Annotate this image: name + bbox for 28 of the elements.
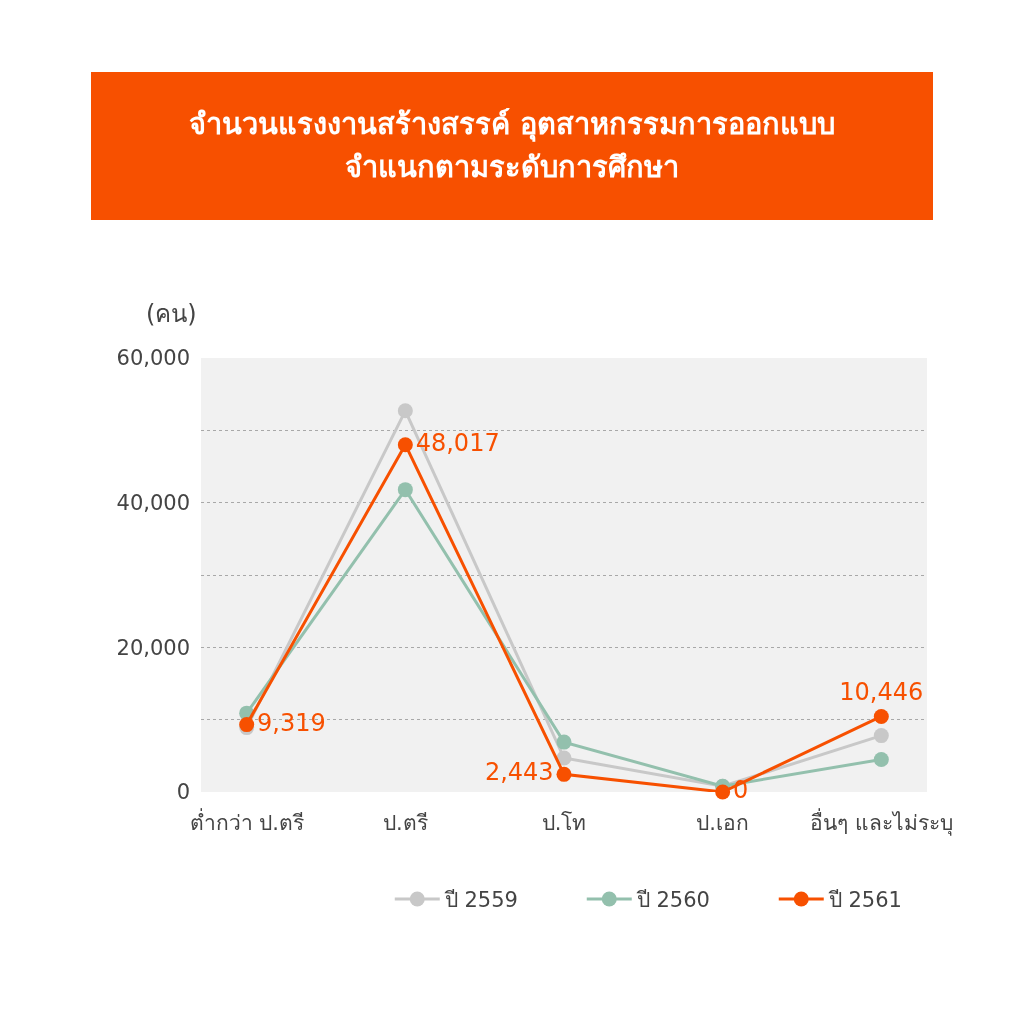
point: [556, 734, 572, 750]
y-tick-label: 60,000: [116, 346, 190, 371]
data-label: 2,443: [484, 758, 554, 787]
x-tick-label: ป.โท: [541, 811, 587, 835]
data-label: 10,446: [839, 678, 924, 707]
point: [397, 437, 413, 453]
point: [873, 708, 889, 724]
legend-label: ปี 2559: [443, 888, 518, 913]
legend-label: ปี 2561: [827, 888, 902, 913]
point: [873, 751, 889, 767]
x-tick-label: อื่นๆ และไม่ระบุ: [809, 808, 953, 836]
point: [397, 403, 413, 419]
y-tick-label: 20,000: [116, 635, 190, 660]
data-label: 48,017: [415, 428, 500, 457]
point: [715, 784, 731, 800]
legend-label: ปี 2560: [635, 888, 710, 913]
point: [873, 728, 889, 744]
data-label: 9,319: [257, 708, 326, 737]
point: [556, 766, 572, 782]
point: [397, 482, 413, 498]
y-tick-label: 0: [176, 780, 190, 805]
y-axis-title: (คน): [146, 300, 197, 328]
x-tick-label: ป.ตรี: [383, 811, 428, 835]
point: [556, 750, 572, 766]
x-tick-label: ป.เอก: [696, 811, 749, 835]
x-tick-label: ต่ำกว่า ป.ตรี: [189, 808, 304, 835]
chart-title: จำนวนแรงงานสร้างสรรค์ อุตสาหกรรมการออกแบบ จำแนกตามระดับการศึกษา: [91, 72, 933, 220]
y-tick-label: 40,000: [116, 491, 190, 516]
